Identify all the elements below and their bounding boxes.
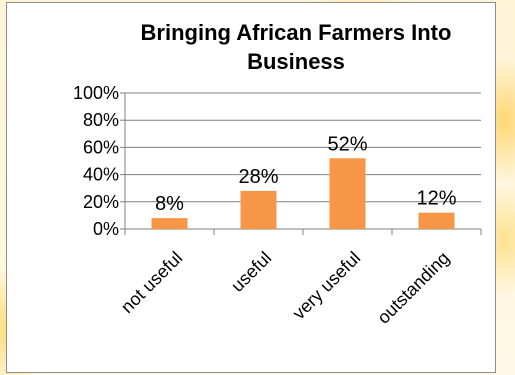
y-tick-label: 40%: [83, 165, 119, 185]
bar-chart: Bringing African Farmers Into Business 0…: [73, 20, 482, 328]
category-label: not useful: [117, 248, 186, 317]
data-label: 8%: [155, 193, 184, 215]
category-label: useful: [227, 248, 275, 296]
bar-very-useful: [329, 158, 366, 229]
y-tick-label: 0%: [93, 219, 119, 239]
chart-panel: Bringing African Farmers Into Business 0…: [6, 2, 496, 373]
data-label: 12%: [416, 188, 456, 210]
bar-useful: [240, 190, 277, 229]
y-tick-label: 80%: [83, 110, 119, 130]
bar-outstanding: [418, 212, 455, 229]
y-tick-label: 60%: [83, 137, 119, 157]
y-tick-label: 20%: [83, 192, 119, 212]
data-label: 28%: [238, 166, 278, 188]
category-label: outstanding: [373, 248, 453, 328]
bars: [151, 158, 455, 229]
chart-title-line-2: Business: [247, 49, 345, 74]
data-label: 52%: [327, 133, 367, 155]
chart-title-line-1: Bringing African Farmers Into: [141, 20, 452, 45]
category-label: very useful: [289, 248, 365, 324]
y-tick-label: 100%: [73, 83, 119, 103]
bar-not-useful: [151, 218, 188, 229]
